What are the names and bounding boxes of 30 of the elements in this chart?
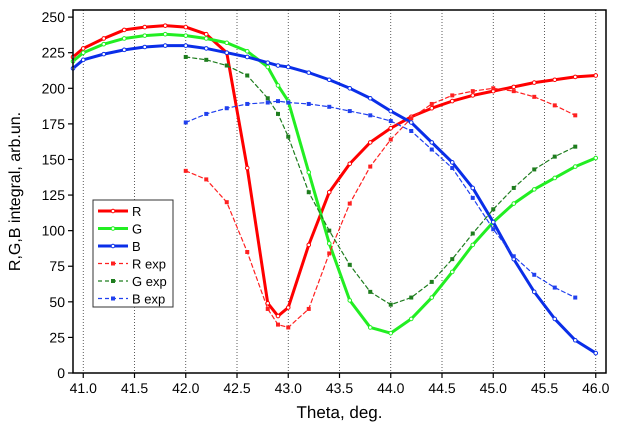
y-tick-label: 125	[42, 187, 66, 204]
x-tick-label: 41.0	[70, 380, 98, 396]
x-tick-label: 45.5	[530, 380, 558, 396]
y-tick-label: 25	[49, 329, 66, 346]
x-axis-title: Theta, deg.	[296, 403, 383, 422]
y-tick-label: 200	[42, 80, 66, 96]
x-tick-label: 45.0	[480, 380, 508, 396]
y-axis-title: R,G,B integral, arb.un.	[7, 112, 24, 272]
y-tick-label: 150	[42, 151, 66, 168]
legend-label: B exp	[132, 292, 166, 306]
x-tick-label: 44.5	[428, 380, 456, 396]
legend-label: G	[132, 222, 142, 236]
y-tick-label: 100	[42, 222, 66, 239]
x-tick-label: 43.0	[274, 380, 302, 396]
x-tick-label: 41.5	[120, 380, 148, 396]
legend-label: R	[132, 204, 142, 219]
y-tick-label: 50	[49, 294, 66, 310]
y-tick-label: 225	[42, 44, 66, 61]
legend-label: R exp	[132, 256, 166, 272]
x-tick-label: 42.0	[172, 380, 200, 396]
x-tick-label: 43.5	[326, 380, 354, 396]
y-tick-label: 175	[42, 116, 66, 132]
y-tick-label: 75	[49, 258, 66, 274]
x-tick-label: 44.0	[377, 380, 405, 396]
legend-label: B	[132, 239, 141, 254]
y-tick-label: 0	[57, 365, 66, 381]
legend-label: G exp	[132, 274, 167, 289]
y-tick-label: 250	[42, 9, 66, 26]
x-tick-label: 42.5	[223, 380, 251, 396]
x-tick-label: 46.0	[582, 380, 610, 396]
